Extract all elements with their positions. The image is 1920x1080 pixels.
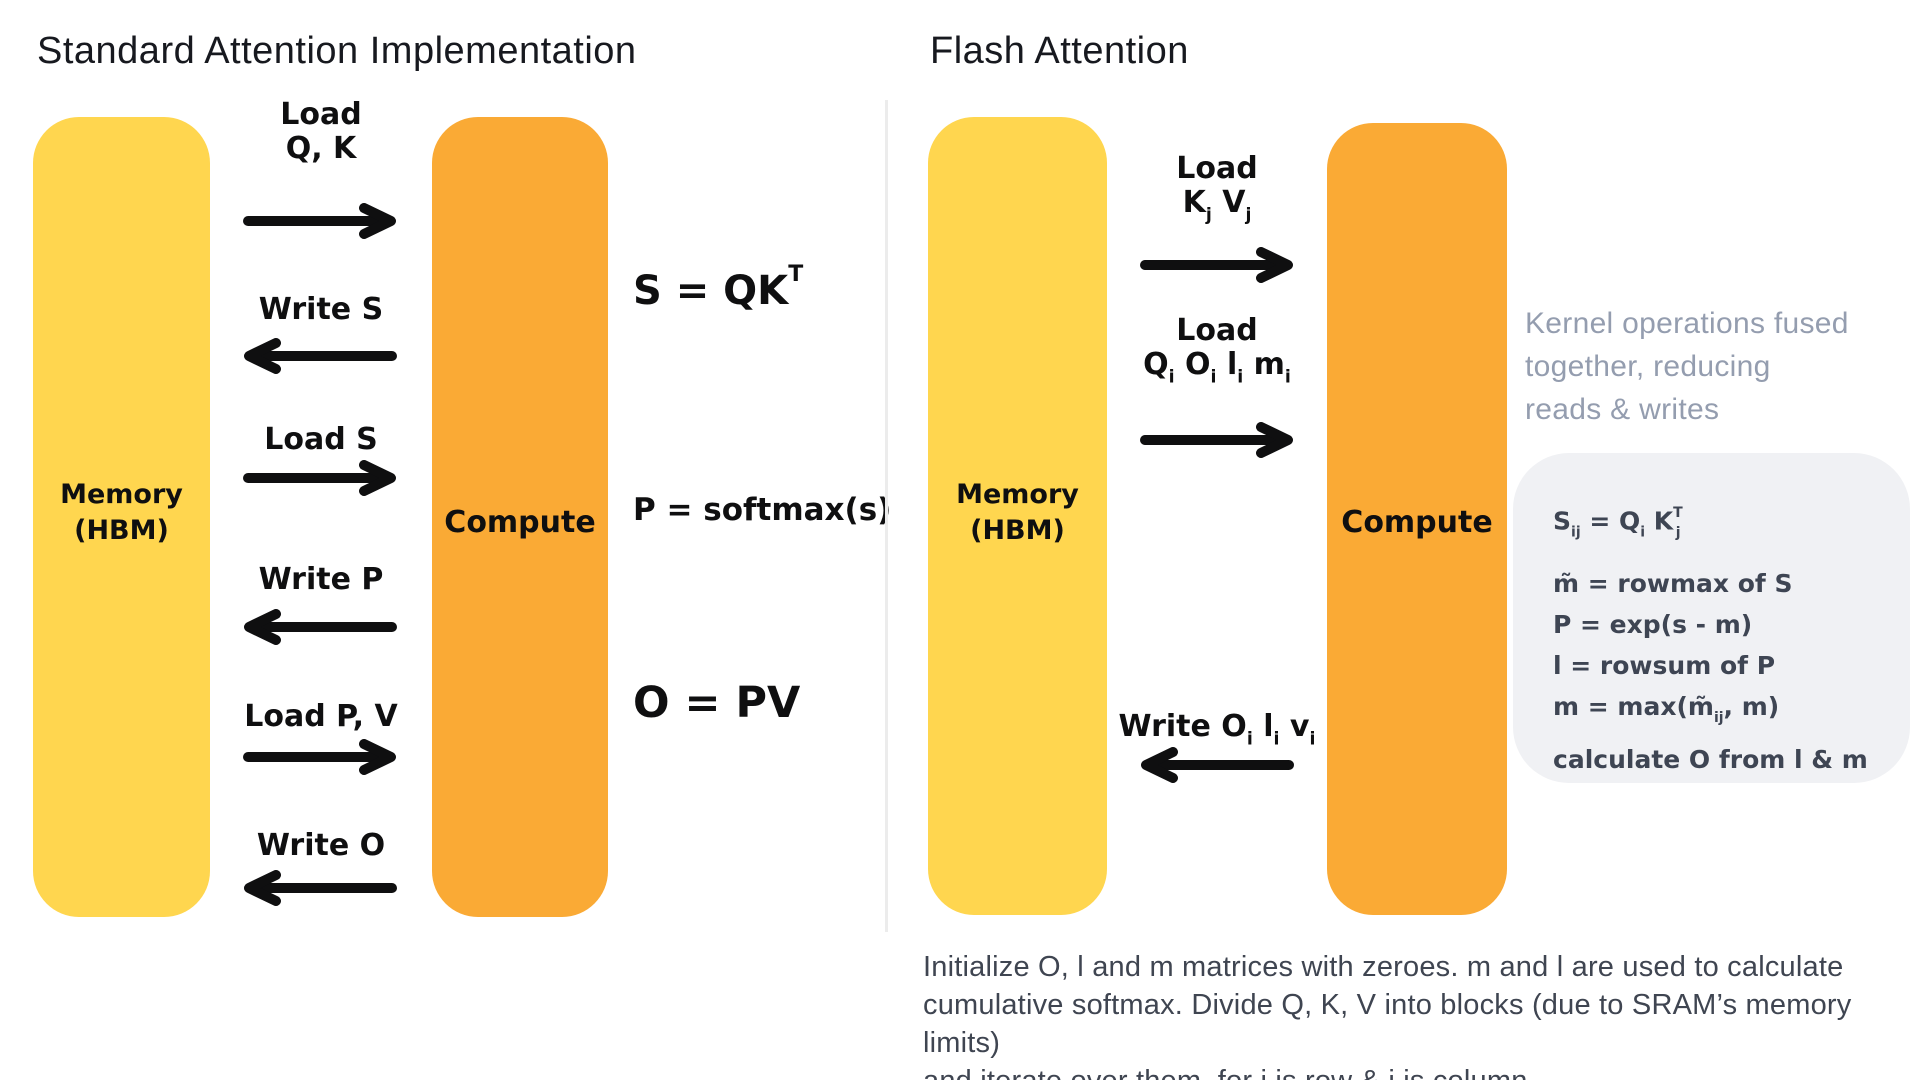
load-pv-arrow-right-icon xyxy=(240,739,400,775)
flow-label-load-qolm-line2: Qi Oi li mi xyxy=(1143,347,1291,388)
right-compute-label: Compute xyxy=(1341,505,1493,540)
fbox-line-rowmax: m̃ = rowmax of S xyxy=(1553,568,1793,598)
right-memory-label-line1: Memory xyxy=(956,479,1079,510)
flow-label-load-qk-line2: Q, K xyxy=(285,131,357,166)
left-panel-title: Standard Attention Implementation xyxy=(37,30,637,72)
footnote: Initialize O, l and m matrices with zero… xyxy=(923,948,1920,1080)
flow-label-write-o: Write O xyxy=(256,828,386,863)
fbox-line-sij: Sij = Qi KTj xyxy=(1553,505,1683,541)
flash-formula-box: Sij = Qi KTj m̃ = rowmax of S P = exp(s … xyxy=(1513,453,1910,783)
left-memory-label: Memory (HBM) xyxy=(33,477,210,549)
flow-label-load-qk-line1: Load xyxy=(280,97,362,132)
footnote-line3: and iterate over them, for i is row & j … xyxy=(923,1062,1920,1080)
fbox-line-rowsum: l = rowsum of P xyxy=(1553,650,1776,680)
formula-o-pv: O = PV xyxy=(633,678,801,728)
load-s-arrow-right-icon xyxy=(240,460,400,496)
flow-label-write-p: Write P xyxy=(258,562,384,597)
right-panel-title: Flash Attention xyxy=(930,30,1189,72)
write-olv-arrow-left-icon xyxy=(1137,747,1297,783)
formula-p-softmax: P = softmax(s) xyxy=(633,492,892,528)
load-qolm-arrow-right-icon xyxy=(1137,422,1297,458)
flow-label-load-qolm: Load Qi Oi li mi xyxy=(1102,314,1332,395)
left-compute-block: Compute xyxy=(432,117,608,917)
fbox-line-exp: P = exp(s - m) xyxy=(1553,609,1753,639)
right-memory-block: Memory (HBM) xyxy=(928,117,1107,915)
left-memory-block: Memory (HBM) xyxy=(33,117,210,917)
left-memory-label-line2: (HBM) xyxy=(74,515,169,546)
fbox-line-max: m = max(m̃ij, m) xyxy=(1553,691,1780,726)
flow-label-load-qk: Load Q, K xyxy=(206,98,436,166)
flow-label-load-pv: Load P, V xyxy=(244,699,398,734)
kernel-note: Kernel operations fused together, reduci… xyxy=(1525,302,1849,431)
flow-label-write-s: Write S xyxy=(258,292,384,327)
panel-divider xyxy=(885,100,888,932)
flow-label-load-kj-vj-line1: Load xyxy=(1176,151,1258,186)
flow-label-write-olv: Write Oi li vi xyxy=(1118,709,1316,750)
fbox-line-calculate: calculate O from l & m xyxy=(1553,744,1868,774)
flow-label-load-s: Load S xyxy=(264,422,378,457)
write-s-arrow-left-icon xyxy=(240,338,400,374)
write-o-arrow-left-icon xyxy=(240,870,400,906)
left-memory-label-line1: Memory xyxy=(60,479,183,510)
right-compute-block: Compute xyxy=(1327,123,1507,915)
formula-s-qkt: S = QKT xyxy=(633,262,804,315)
footnote-line1: Initialize O, l and m matrices with zero… xyxy=(923,951,1844,983)
flow-label-load-kj-vj: Load Kj Vj xyxy=(1102,152,1332,233)
kernel-note-line3: reads & writes xyxy=(1525,393,1720,426)
flash-formula-box-content: Sij = Qi KTj m̃ = rowmax of S P = exp(s … xyxy=(1513,453,1910,780)
load-kj-vj-arrow-right-icon xyxy=(1137,247,1297,283)
right-memory-label: Memory (HBM) xyxy=(928,477,1107,549)
flow-label-load-kj-vj-line2: Kj Vj xyxy=(1182,185,1252,226)
footnote-line2: cumulative softmax. Divide Q, K, V into … xyxy=(923,989,1852,1059)
write-p-arrow-left-icon xyxy=(240,609,400,645)
flow-label-load-qolm-line1: Load xyxy=(1176,313,1258,348)
load-qk-arrow-right-icon xyxy=(240,203,400,239)
kernel-note-line1: Kernel operations fused xyxy=(1525,307,1849,340)
right-memory-label-line2: (HBM) xyxy=(970,515,1065,546)
kernel-note-line2: together, reducing xyxy=(1525,350,1771,383)
left-compute-label: Compute xyxy=(444,505,596,540)
